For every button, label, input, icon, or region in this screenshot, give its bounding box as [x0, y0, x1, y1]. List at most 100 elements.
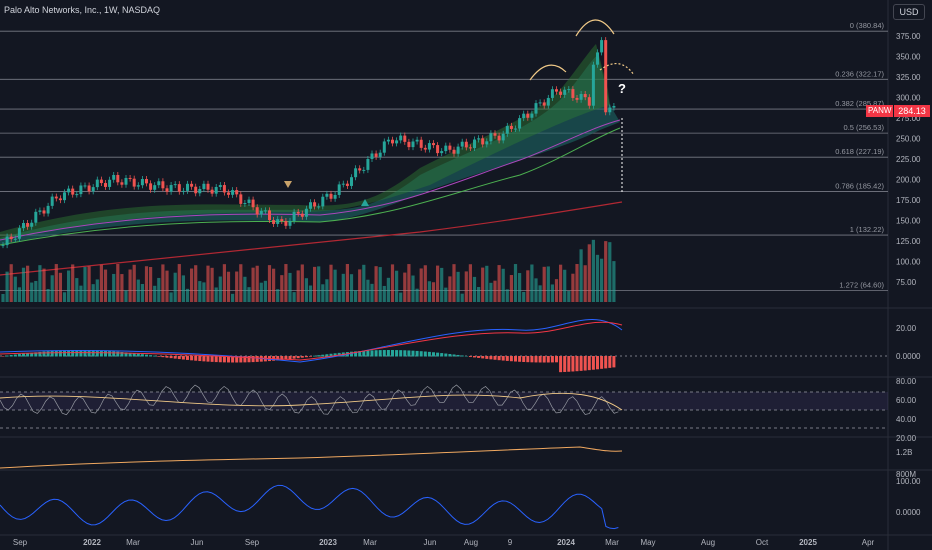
- candle-body: [374, 153, 378, 157]
- volume-bar: [26, 265, 30, 302]
- macd-histogram-bar: [206, 356, 210, 362]
- macd-histogram-bar: [534, 356, 538, 363]
- macd-histogram-bar: [411, 350, 415, 357]
- volume-bar: [120, 274, 124, 302]
- candle-body: [325, 193, 329, 197]
- candle-body: [477, 138, 481, 140]
- candle-body: [276, 219, 280, 224]
- macd-histogram-bar: [67, 350, 71, 357]
- macd-histogram-bar: [99, 350, 103, 357]
- x-tick-label: Jun: [191, 538, 204, 547]
- candle-body: [296, 211, 300, 214]
- macd-histogram-bar: [542, 356, 546, 363]
- candle-body: [366, 159, 370, 170]
- macd-histogram-bar: [153, 355, 157, 357]
- volume-bar: [231, 293, 235, 302]
- volume-bar: [522, 291, 526, 302]
- x-tick-label: Mar: [126, 538, 140, 547]
- currency-button[interactable]: USD: [893, 4, 925, 20]
- macd-histogram-bar: [210, 356, 214, 362]
- macd-histogram-bar: [600, 356, 604, 369]
- volume-bar: [518, 273, 522, 302]
- candle-body: [214, 187, 218, 194]
- candle-body: [157, 181, 161, 186]
- candle-body: [206, 183, 210, 190]
- volume-bar: [366, 279, 370, 302]
- candle-body: [67, 188, 71, 193]
- volume-bar: [505, 289, 509, 302]
- volume-bar: [308, 285, 313, 302]
- macd-histogram-bar: [583, 356, 587, 371]
- macd-histogram-bar: [579, 356, 583, 371]
- x-tick-label: Sep: [13, 538, 28, 547]
- volume-bar: [468, 264, 472, 302]
- macd-y-tick: 0.0000: [896, 352, 921, 361]
- candle-body: [440, 151, 444, 154]
- candle-body: [58, 198, 62, 201]
- macd-histogram-bar: [120, 352, 124, 357]
- volume-bar: [103, 269, 108, 302]
- macd-histogram-bar: [329, 353, 333, 357]
- macd-histogram-bar: [251, 356, 255, 363]
- candle-body: [436, 145, 440, 154]
- macd-histogram-bar: [1, 356, 5, 357]
- volume-bar: [550, 284, 554, 302]
- macd-histogram-bar: [136, 353, 140, 357]
- fib-level-label: 0.618 (227.19): [835, 147, 884, 156]
- volume-bar: [542, 266, 546, 302]
- volume-bar: [58, 272, 62, 302]
- obv-line: [0, 446, 623, 469]
- candle-body: [534, 103, 538, 114]
- candle-body: [165, 188, 169, 192]
- macd-histogram-bar: [79, 350, 83, 357]
- macd-histogram-bar: [247, 356, 251, 363]
- candle-body: [481, 138, 485, 145]
- volume-bar: [399, 292, 403, 302]
- volume-bar: [140, 284, 144, 302]
- macd-histogram-bar: [108, 351, 112, 357]
- volume-bar: [509, 275, 513, 302]
- volume-bar: [34, 280, 38, 302]
- candle-body: [63, 192, 66, 201]
- macd-histogram-bar: [42, 351, 46, 357]
- candle-body: [263, 210, 267, 212]
- volume-bar: [489, 282, 493, 302]
- candle-body: [419, 139, 423, 148]
- volume-bar: [440, 267, 444, 302]
- candle-body: [202, 183, 206, 189]
- macd-histogram-bar: [71, 350, 75, 357]
- candle-body: [509, 125, 513, 129]
- volume-bar: [427, 281, 431, 302]
- volume-bar: [95, 279, 99, 302]
- volume-bar: [144, 266, 149, 302]
- candle-body: [460, 141, 464, 147]
- volume-bar: [567, 291, 571, 302]
- volume-bar: [42, 268, 46, 302]
- macd-y-tick: 20.00: [896, 324, 917, 333]
- volume-bar: [198, 281, 202, 302]
- macd-histogram-bar: [276, 356, 280, 361]
- candle-body: [559, 91, 563, 95]
- macd-histogram-bar: [518, 356, 522, 362]
- volume-bar: [497, 265, 501, 302]
- macd-histogram-bar: [296, 356, 300, 359]
- macd-histogram-bar: [75, 350, 79, 357]
- volume-bar: [251, 267, 255, 302]
- macd-histogram-bar: [202, 356, 206, 362]
- volume-bar: [210, 267, 214, 302]
- volume-bar: [382, 285, 386, 302]
- candle-body: [304, 208, 308, 217]
- macd-histogram-bar: [378, 350, 382, 357]
- shoulder-arc: [529, 64, 567, 81]
- volume-bar: [354, 290, 358, 302]
- candle-body: [83, 185, 87, 187]
- macd-histogram-bar: [386, 350, 390, 357]
- macd-histogram-bar: [124, 352, 128, 357]
- volume-bar: [30, 282, 34, 302]
- volume-bar: [419, 268, 423, 302]
- macd-histogram-bar: [83, 350, 87, 357]
- volume-bar: [255, 265, 259, 302]
- candle-body: [173, 184, 177, 186]
- macd-histogram-bar: [169, 356, 173, 359]
